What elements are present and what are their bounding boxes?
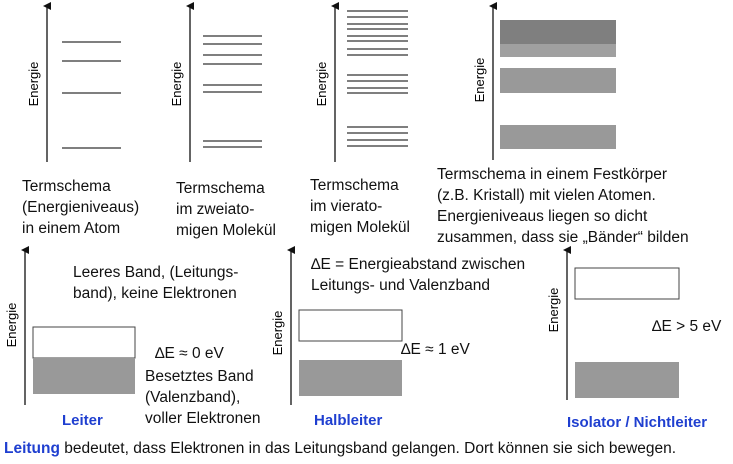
footer-highlight: Leitung	[4, 440, 60, 457]
axis-label-energy: Energie	[314, 62, 329, 107]
dimer-energy-levels	[203, 35, 262, 148]
axis-label-energy: Energie	[4, 303, 19, 348]
axis-tetramer: Energie	[314, 2, 339, 162]
delta-insulator: ∆E > 5 eV	[652, 318, 722, 335]
label-conductor: Leiter	[62, 412, 103, 429]
axis-label-energy: Energie	[472, 58, 487, 103]
band-lower	[500, 125, 616, 149]
axis-dimer: Energie	[169, 2, 194, 162]
conduction-band-empty	[32, 326, 136, 359]
footer-sentence: Leitung bedeutet, dass Elektronen in das…	[4, 440, 676, 458]
label-semiconductor: Halbleiter	[314, 412, 383, 429]
caption-dimer: Termschema im zweiato- migen Molekül	[176, 180, 276, 239]
delta-semiconductor: ∆E ≈ 1 eV	[401, 341, 470, 358]
axis-label-energy: Energie	[26, 62, 41, 107]
band-middle	[500, 68, 616, 93]
axis-label-energy: Energie	[546, 288, 561, 333]
atom-energy-levels	[62, 41, 121, 149]
label-insulator: Isolator / Nichtleiter	[567, 414, 708, 431]
tetramer-energy-levels	[347, 10, 408, 147]
conduction-band-empty	[574, 267, 680, 300]
axis-label-energy: Energie	[270, 311, 285, 356]
valence-band-filled	[33, 358, 135, 394]
valence-band-filled	[575, 362, 679, 398]
conduction-band-empty	[298, 309, 403, 342]
valence-band-filled	[299, 360, 402, 396]
empty-band-note: Leeres Band, (Leitungs- band), keine Ele…	[73, 264, 239, 302]
caption-atom: Termschema (Energieniveaus) in einem Ato…	[22, 178, 140, 237]
band-upper-dark	[500, 20, 616, 44]
caption-solid: Termschema in einem Festkörper (z.B. Kri…	[437, 166, 689, 246]
axis-label-energy: Energie	[169, 62, 184, 107]
insulator-diagram: Energie	[546, 246, 680, 400]
filled-band-note: Besetztes Band (Valenzband), voller Elek…	[145, 368, 261, 427]
semiconductor-diagram: Energie	[270, 246, 403, 405]
conductor-diagram: Energie	[4, 246, 136, 405]
axis-atom: Energie	[26, 2, 51, 162]
gap-definition: ∆E = Energieabstand zwischen Leitungs- u…	[311, 256, 526, 294]
band-upper-light	[500, 44, 616, 57]
footer-rest: bedeutet, dass Elektronen in das Leitung…	[59, 440, 677, 457]
solid-energy-bands	[500, 20, 616, 149]
delta-conductor: ∆E ≈ 0 eV	[155, 345, 224, 362]
axis-solid: Energie	[472, 2, 497, 160]
caption-tetramer: Termschema im vierato- migen Molekül	[310, 177, 410, 236]
